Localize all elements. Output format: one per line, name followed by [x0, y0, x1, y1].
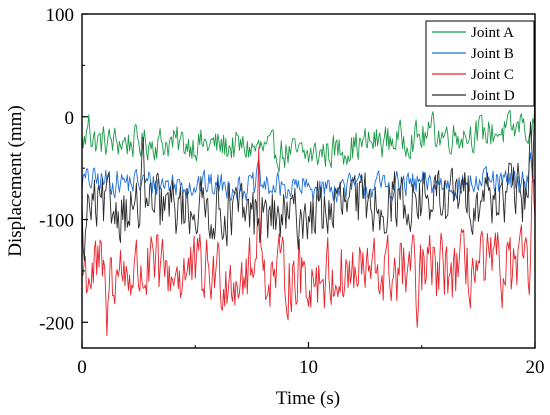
y-tick-label: -100	[39, 211, 74, 232]
series-line-joint-a	[81, 109, 536, 173]
series-line-joint-d	[81, 88, 536, 262]
legend-box	[425, 20, 535, 107]
legend-label: Joint A	[471, 25, 514, 41]
y-axis-label: Displacement (mm)	[5, 105, 26, 256]
x-tick-label: 0	[77, 357, 87, 378]
legend-label: Joint D	[471, 88, 515, 104]
legend-label: Joint B	[471, 46, 514, 62]
series-line-joint-c	[81, 147, 536, 337]
tick-layer: 0 10 20 100 0 -100 -200	[39, 5, 544, 378]
series-line-joint-b	[81, 152, 536, 203]
legend-label: Joint C	[471, 67, 514, 83]
series-layer	[81, 88, 536, 337]
y-tick-label: 0	[65, 108, 75, 129]
legend: Joint A Joint B Joint C Joint D	[425, 20, 535, 107]
x-tick-label: 10	[299, 357, 318, 378]
x-axis-label: Time (s)	[276, 388, 340, 409]
x-tick-label: 20	[526, 357, 545, 378]
y-tick-label: 100	[46, 5, 75, 26]
y-tick-label: -200	[39, 313, 74, 334]
